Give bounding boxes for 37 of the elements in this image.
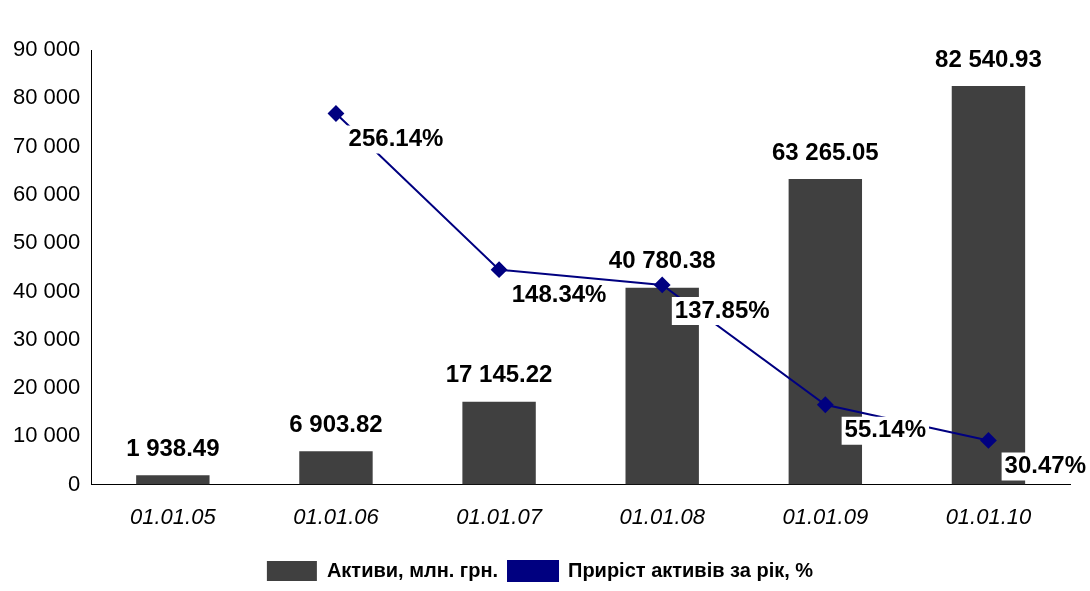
y-tick-label: 30 000 xyxy=(12,325,81,351)
x-tick-label: 01.01.09 xyxy=(782,503,869,529)
data-label: 1 938.49 xyxy=(126,433,220,461)
point xyxy=(327,105,344,122)
data-label: 17 145.22 xyxy=(445,360,553,388)
data-label: 30.47% xyxy=(1004,451,1086,479)
data-label: 40 780.38 xyxy=(608,246,716,274)
data-label: 137.85% xyxy=(674,295,770,323)
point xyxy=(817,396,834,413)
legend-label: Активи, млн. грн. xyxy=(326,558,499,581)
data-label: 6 903.82 xyxy=(289,409,383,437)
y-tick-label: 20 000 xyxy=(12,374,81,400)
y-tick-label: 50 000 xyxy=(12,229,81,255)
y-tick-label: 90 000 xyxy=(12,36,81,62)
x-tick-label: 01.01.10 xyxy=(945,503,1033,529)
y-tick-label: 70 000 xyxy=(12,132,81,158)
bar xyxy=(136,475,210,485)
data-label: 148.34% xyxy=(511,280,607,308)
x-tick-label: 01.01.08 xyxy=(619,503,706,529)
data-label: 63 265.05 xyxy=(771,137,879,165)
y-tick-label: 40 000 xyxy=(12,277,81,303)
bar xyxy=(299,451,373,485)
x-tick-label: 01.01.07 xyxy=(456,503,543,529)
data-label: 55.14% xyxy=(844,415,927,443)
point xyxy=(980,432,997,449)
y-tick-label: 60 000 xyxy=(12,180,81,206)
y-tick-label: 80 000 xyxy=(12,84,81,110)
bar xyxy=(462,401,536,485)
data-label: 256.14% xyxy=(348,124,444,152)
y-tick-label: 10 000 xyxy=(12,422,81,448)
point xyxy=(654,276,671,293)
x-tick-label: 01.01.05 xyxy=(130,503,217,529)
point xyxy=(491,261,508,278)
x-tick-label: 01.01.06 xyxy=(293,503,380,529)
data-label: 82 540.93 xyxy=(935,44,1042,72)
legend-label: Приріст активів за рік, % xyxy=(568,558,814,581)
y-tick-label: 0 xyxy=(68,470,81,496)
